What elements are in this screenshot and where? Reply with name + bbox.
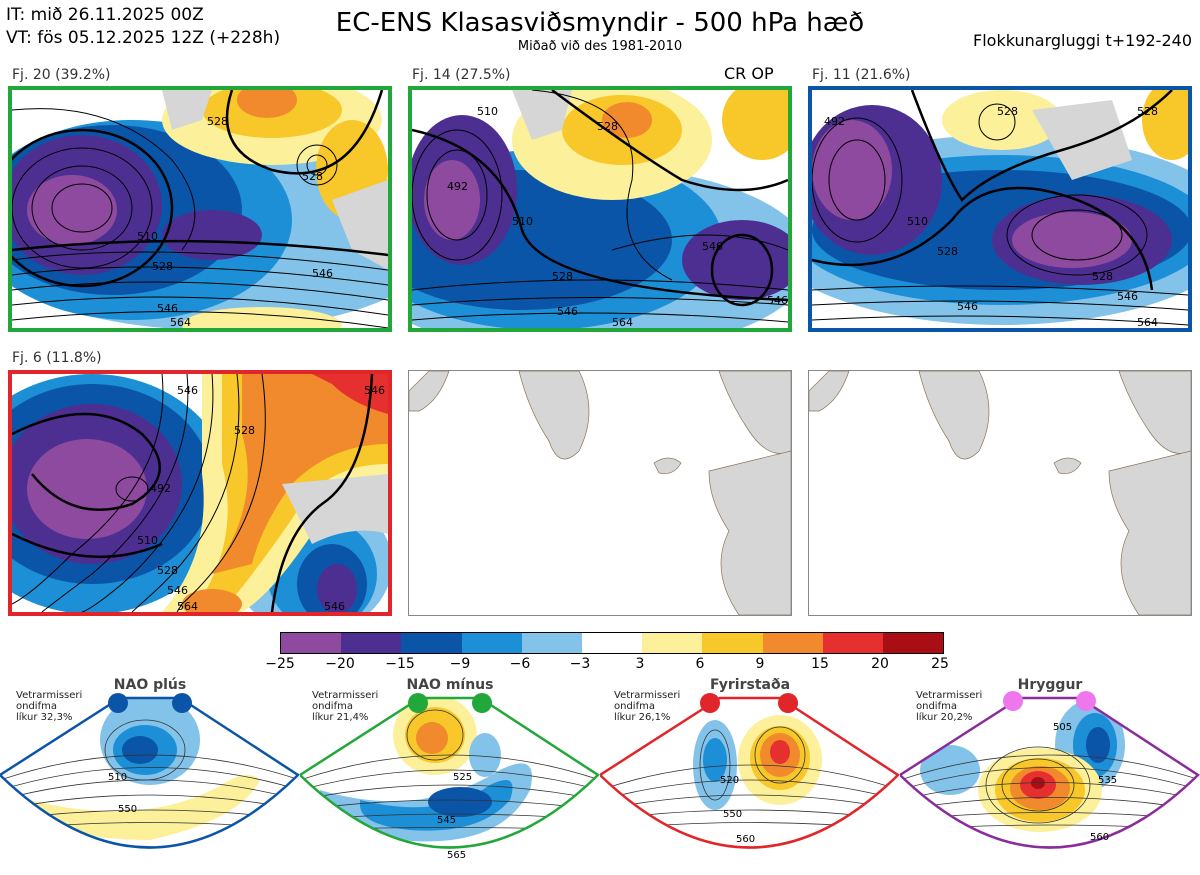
regime-1-map: 510 550 <box>0 690 300 871</box>
colorbar-tick: 25 <box>931 656 949 672</box>
regime-2-note: Vetrarmisseri ondifma líkur 21,4% <box>312 690 379 723</box>
cluster-2-contour-4: 510 <box>512 215 533 228</box>
cluster-3-contour-1: 492 <box>824 115 845 128</box>
regime-4-contour-1: 505 <box>1053 722 1072 733</box>
cluster-4-contour-6: 528 <box>157 564 178 577</box>
regime-3-contour-1: 520 <box>720 775 739 786</box>
cluster-2-contour-6: 546 <box>702 240 723 253</box>
cluster-4-contour-3: 546 <box>177 384 198 397</box>
regime-1-title: NAO plús <box>113 677 187 693</box>
cluster-4-contour-9: 546 <box>324 600 345 612</box>
colorbar-segment <box>281 633 342 653</box>
colorbar-tick: −9 <box>449 656 471 672</box>
regime-2-map: 525 545 565 <box>297 690 600 871</box>
cluster-1-contour-2: 510 <box>137 230 158 243</box>
colorbar-segment <box>702 633 763 653</box>
colorbar-segment <box>642 633 703 653</box>
colorbar-segment <box>581 633 643 653</box>
colorbar-segment <box>461 633 522 653</box>
page-subtitle: Miðað við des 1981-2010 <box>517 39 683 54</box>
cluster-4-contour-1: 546 <box>364 384 385 397</box>
colorbar-tick: 3 <box>635 656 645 672</box>
regime-3-note: Vetrarmisseri ondifma líkur 26,1% <box>614 690 681 723</box>
cluster-1-contour-1: 528 <box>207 115 228 128</box>
colorbar-tick: −20 <box>325 656 355 672</box>
page-title: EC-ENS Klasasviðsmyndir - 500 hPa hæð <box>335 8 865 38</box>
regime-1-note: Vetrarmisseri ondifma líkur 32,3% <box>16 690 83 723</box>
regime-2-contour-1: 525 <box>453 772 472 783</box>
cluster-2-contour-5: 528 <box>552 270 573 283</box>
colorbar-segment <box>401 633 462 653</box>
cluster-2-contour-2: 528 <box>597 120 618 133</box>
cluster-2-map[interactable]: 510 528 492 510 528 546 546 546 564 <box>408 86 792 332</box>
regime-4-title: Hryggur <box>1017 677 1083 693</box>
cluster-2-contour-9: 564 <box>612 316 633 328</box>
cluster-3-contour-6: 546 <box>957 300 978 313</box>
cluster-4-contour-4: 492 <box>150 482 171 495</box>
cluster-2-contour-3: 492 <box>447 180 468 193</box>
cluster-4-map[interactable]: 546 528 546 492 510 528 546 564 546 <box>8 370 392 616</box>
cluster-4-contour-7: 546 <box>167 584 188 597</box>
cluster-3-contour-9: 564 <box>1137 316 1158 328</box>
regime-2-contour-3: 565 <box>447 850 466 861</box>
regime-4-map: 505 535 560 <box>897 690 1200 871</box>
cluster-3-contour-4: 510 <box>907 215 928 228</box>
regime-1-contour-1: 510 <box>108 772 127 783</box>
cluster-3-label: Fj. 11 (21.6%) <box>812 67 911 83</box>
cluster-2-contour-7: 546 <box>557 305 578 318</box>
colorbar-segment <box>822 633 883 653</box>
cluster-2-label: Fj. 14 (27.5%) <box>412 67 511 83</box>
cluster-1-contour-6: 546 <box>157 302 178 315</box>
cluster-1-map[interactable]: 528 510 528 546 528 546 564 <box>8 86 392 332</box>
cluster-1-contour-7: 564 <box>170 316 191 328</box>
regime-2-contour-2: 545 <box>437 815 456 826</box>
colorbar-tick: −3 <box>569 656 591 672</box>
cluster-4-contour-8: 564 <box>177 600 198 612</box>
cluster-4-contour-5: 510 <box>137 534 158 547</box>
colorbar-tick: 9 <box>755 656 765 672</box>
colorbar-tick: −15 <box>385 656 415 672</box>
colorbar-tick: 6 <box>695 656 705 672</box>
regime-4-note: Vetrarmisseri ondifma líkur 20,2% <box>916 690 983 723</box>
cluster-1-contour-3: 528 <box>152 260 173 273</box>
cluster-3-contour-8: 546 <box>1117 290 1138 303</box>
colorbar-tick: −25 <box>265 656 295 672</box>
colorbar-tick: 15 <box>811 656 829 672</box>
regime-2-title: NAO mínus <box>406 677 494 693</box>
regime-3-map: 520 550 560 <box>597 690 900 871</box>
cluster-1-contour-4: 546 <box>312 267 333 280</box>
regime-3-contour-3: 560 <box>736 834 755 845</box>
cluster-4-contour-2: 528 <box>234 424 255 437</box>
empty-map-1 <box>408 370 792 616</box>
cluster-3-contour-2: 528 <box>997 105 1018 118</box>
valid-time: VT: fös 05.12.2025 12Z (+228h) <box>6 28 281 48</box>
colorbar-segment <box>521 633 582 653</box>
colorbar-segment <box>762 633 823 653</box>
cluster-1-contour-5: 528 <box>302 170 323 183</box>
cluster-3-contour-7: 528 <box>1092 270 1113 283</box>
control-op-label: CR OP <box>724 64 774 83</box>
cluster-2-contour-8: 546 <box>767 294 788 307</box>
colorbar-segment <box>341 633 402 653</box>
colorbar <box>280 632 944 654</box>
issue-time: IT: mið 26.11.2025 00Z <box>6 5 204 25</box>
regime-4-contour-3: 560 <box>1090 832 1109 843</box>
regime-4-contour-2: 535 <box>1098 775 1117 786</box>
header-times: IT: mið 26.11.2025 00Z VT: fös 05.12.202… <box>6 4 280 50</box>
regime-1-contour-2: 550 <box>118 804 137 815</box>
cluster-4-label: Fj. 6 (11.8%) <box>12 350 102 366</box>
cluster-1-label: Fj. 20 (39.2%) <box>12 67 111 83</box>
classification-window: Flokkunargluggi t+192-240 <box>973 31 1192 50</box>
cluster-3-map[interactable]: 492 528 528 510 528 546 528 546 564 <box>808 86 1192 332</box>
colorbar-segment <box>882 633 944 653</box>
colorbar-tick: −6 <box>509 656 531 672</box>
cluster-3-contour-3: 528 <box>1137 105 1158 118</box>
empty-map-2 <box>808 370 1192 616</box>
regime-3-contour-2: 550 <box>723 809 742 820</box>
cluster-2-contour-1: 510 <box>477 105 498 118</box>
colorbar-tick: 20 <box>871 656 889 672</box>
cluster-3-contour-5: 528 <box>937 245 958 258</box>
regime-3-title: Fyrirstaða <box>709 677 791 693</box>
